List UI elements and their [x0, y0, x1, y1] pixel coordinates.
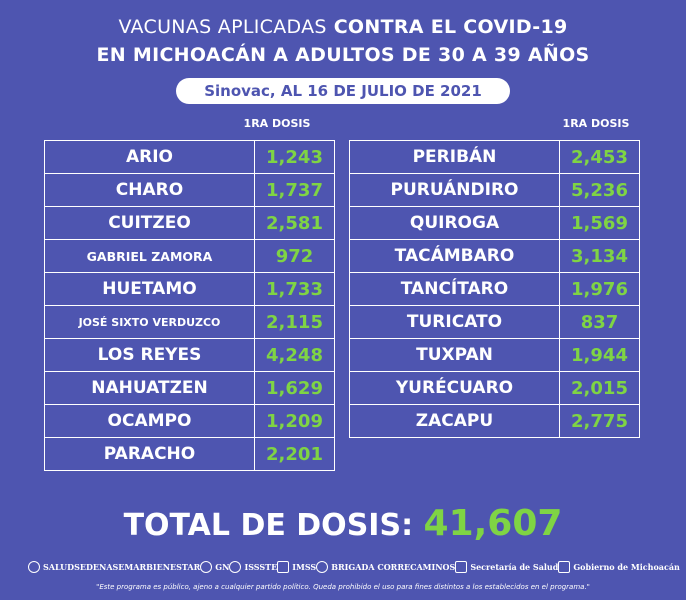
total-dosis: TOTAL DE DOSIS: 41,607 — [0, 503, 686, 544]
secretaria-salud-logo: Secretaría de Salud — [455, 561, 558, 573]
table-row: GABRIEL ZAMORA 972 — [44, 239, 335, 273]
municipio-name: TURICATO — [349, 305, 560, 339]
salud-logo: SALUD — [28, 561, 74, 573]
table-row: TURICATO 837 — [349, 305, 640, 339]
issste-icon — [229, 561, 242, 573]
municipio-name: PERIBÁN — [349, 140, 560, 174]
municipio-name: TACÁMBARO — [349, 239, 560, 273]
dosis-value: 2,453 — [559, 140, 640, 174]
title-line-1-light: VACUNAS APLICADAS — [118, 16, 327, 38]
dosis-value: 3,134 — [559, 239, 640, 273]
dosis-value: 2,581 — [254, 206, 335, 240]
table-row: CHARO 1,737 — [44, 173, 335, 207]
dosis-value: 5,236 — [559, 173, 640, 207]
total-value: 41,607 — [423, 503, 563, 544]
dosis-value: 1,629 — [254, 371, 335, 405]
legal-disclaimer: "Este programa es público, ajeno a cualq… — [96, 583, 590, 591]
logo-strip: SALUD SEDENA SEMAR BIENESTAR GN ISSSTE I… — [28, 556, 680, 578]
dosis-value: 4,248 — [254, 338, 335, 372]
secretaria-salud-logo-text: Secretaría de Salud — [470, 562, 559, 572]
dosis-value: 2,775 — [559, 404, 640, 438]
table-row: TUXPAN 1,944 — [349, 338, 640, 372]
dosis-value: 972 — [254, 239, 335, 273]
bienestar-logo: BIENESTAR — [146, 562, 200, 572]
municipio-name: TANCÍTARO — [349, 272, 560, 306]
dosis-value: 2,115 — [254, 305, 335, 339]
municipio-name: LOS REYES — [44, 338, 255, 372]
municipio-name: NAHUATZEN — [44, 371, 255, 405]
title-line-2: EN MICHOACÁN A ADULTOS DE 30 A 39 AÑOS — [96, 44, 590, 66]
dosis-value: 1,737 — [254, 173, 335, 207]
municipios-table-right: PERIBÁN 2,453 PURUÁNDIRO 5,236 QUIROGA 1,569 T… — [349, 140, 640, 438]
gobierno-seal-icon — [558, 561, 571, 573]
table-row: NAHUATZEN 1,629 — [44, 371, 335, 405]
salud-logo-text: SALUD — [43, 562, 75, 572]
gobierno-michoacan-logo: Gobierno de Michoacán — [558, 561, 680, 573]
brigada-icon — [316, 561, 329, 573]
dosis-value: 1,733 — [254, 272, 335, 306]
title-line-1: VACUNAS APLICADAS CONTRA EL COVID-19 — [0, 16, 686, 38]
table-row: ARIO 1,243 — [44, 140, 335, 174]
brigada-logo: BRIGADA CORRECAMINOS — [316, 561, 455, 573]
imss-icon — [277, 561, 290, 573]
table-row: ZACAPU 2,775 — [349, 404, 640, 438]
sedena-logo: SEDENA — [74, 562, 112, 572]
municipio-name: PURUÁNDIRO — [349, 173, 560, 207]
column-header-left: 1RA DOSIS — [243, 117, 311, 130]
gobierno-logo-text: Gobierno de Michoacán — [573, 562, 680, 572]
table-row: JOSÉ SIXTO VERDUZCO 2,115 — [44, 305, 335, 339]
table-row: PURUÁNDIRO 5,236 — [349, 173, 640, 207]
date-subtitle-pill: Sinovac, AL 16 DE JULIO DE 2021 — [176, 78, 510, 104]
semar-logo-text: SEMAR — [112, 562, 147, 572]
table-row: TANCÍTARO 1,976 — [349, 272, 640, 306]
municipio-name: TUXPAN — [349, 338, 560, 372]
municipio-name: PARACHO — [44, 437, 255, 471]
municipio-name: OCAMPO — [44, 404, 255, 438]
eagle-seal-icon — [28, 561, 40, 573]
imss-logo-text: IMSS — [292, 562, 317, 572]
municipio-name: YURÉCUARO — [349, 371, 560, 405]
municipio-name: ZACAPU — [349, 404, 560, 438]
municipio-name: HUETAMO — [44, 272, 255, 306]
table-row: OCAMPO 1,209 — [44, 404, 335, 438]
semar-logo: SEMAR — [113, 562, 147, 572]
dosis-value: 837 — [559, 305, 640, 339]
issste-logo-text: ISSSTE — [244, 562, 278, 572]
imss-logo: IMSS — [277, 561, 316, 573]
dosis-value: 2,015 — [559, 371, 640, 405]
municipio-name: CHARO — [44, 173, 255, 207]
municipios-table-left: ARIO 1,243 CHARO 1,737 CUITZEO 2,581 GABRIEL Z… — [44, 140, 335, 471]
gn-logo: GN — [200, 561, 229, 573]
issste-logo: ISSSTE — [229, 561, 277, 573]
sedena-logo-text: SEDENA — [74, 562, 113, 572]
table-row: PARACHO 2,201 — [44, 437, 335, 471]
table-row: PERIBÁN 2,453 — [349, 140, 640, 174]
table-row: HUETAMO 1,733 — [44, 272, 335, 306]
dosis-value: 1,209 — [254, 404, 335, 438]
table-row: CUITZEO 2,581 — [44, 206, 335, 240]
municipio-name: CUITZEO — [44, 206, 255, 240]
municipio-name: QUIROGA — [349, 206, 560, 240]
total-label: TOTAL DE DOSIS: — [123, 508, 414, 543]
brigada-logo-text: BRIGADA CORRECAMINOS — [331, 562, 456, 572]
dosis-value: 1,976 — [559, 272, 640, 306]
michoacan-seal-icon — [455, 561, 468, 573]
bienestar-logo-text: BIENESTAR — [146, 562, 201, 572]
title-line-1-bold: CONTRA EL COVID-19 — [333, 16, 568, 38]
municipio-name: JOSÉ SIXTO VERDUZCO — [44, 305, 255, 339]
table-row: QUIROGA 1,569 — [349, 206, 640, 240]
dosis-value: 1,243 — [254, 140, 335, 174]
table-row: TACÁMBARO 3,134 — [349, 239, 640, 273]
dosis-value: 1,944 — [559, 338, 640, 372]
table-row: YURÉCUARO 2,015 — [349, 371, 640, 405]
municipio-name: GABRIEL ZAMORA — [44, 239, 255, 273]
gn-logo-text: GN — [215, 562, 230, 572]
dosis-value: 1,569 — [559, 206, 640, 240]
guardia-nacional-icon — [200, 561, 213, 573]
table-row: LOS REYES 4,248 — [44, 338, 335, 372]
column-header-right: 1RA DOSIS — [562, 117, 630, 130]
municipio-name: ARIO — [44, 140, 255, 174]
dosis-value: 2,201 — [254, 437, 335, 471]
